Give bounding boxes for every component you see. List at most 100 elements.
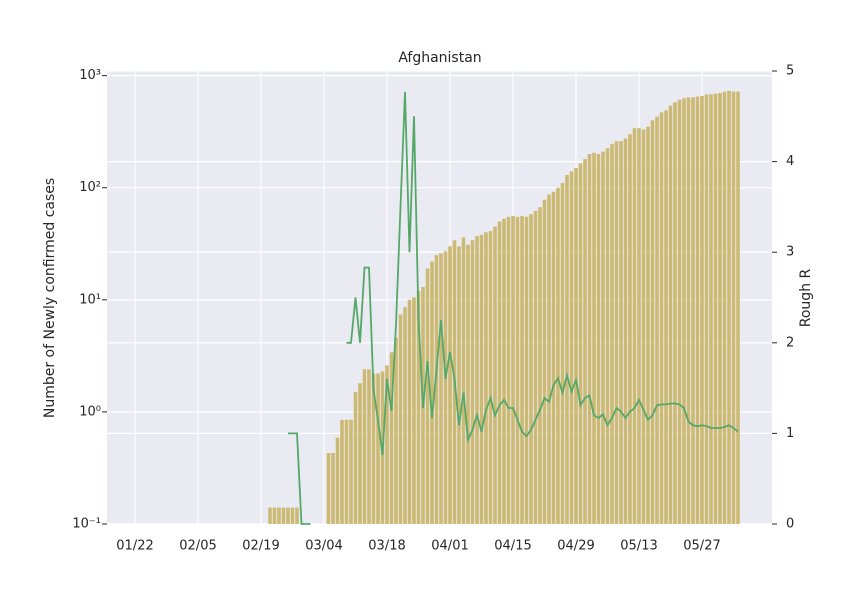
bar: [349, 419, 353, 524]
bar: [376, 373, 380, 524]
bar: [484, 232, 488, 524]
x-tick-label: 03/04: [305, 539, 342, 554]
bar: [515, 216, 520, 524]
bar: [736, 91, 740, 524]
y2-tick-label: 1: [786, 426, 794, 441]
x-tick-label: 02/19: [242, 539, 279, 554]
bar: [416, 290, 421, 524]
bar: [574, 167, 578, 524]
bar: [268, 507, 272, 524]
bar: [524, 216, 529, 524]
bar: [335, 437, 340, 524]
x-tick-label: 04/29: [557, 539, 594, 554]
bar: [295, 507, 299, 524]
bar: [542, 199, 547, 525]
y-tick-label: 10¹: [79, 292, 101, 307]
bar: [277, 507, 281, 524]
bar: [389, 352, 394, 524]
y-tick-label: 10³: [79, 68, 101, 83]
bar: [533, 211, 538, 524]
bar: [704, 94, 709, 525]
x-tick-label: 04/15: [494, 539, 531, 554]
bar: [412, 297, 416, 524]
bar: [398, 314, 403, 524]
bar: [677, 99, 682, 525]
y-tick-label: 10⁰: [79, 404, 101, 419]
bar: [569, 171, 574, 524]
bar: [331, 452, 335, 524]
bar: [551, 191, 556, 524]
y2-tick-label: 4: [786, 154, 794, 169]
bar: [371, 373, 376, 524]
bar: [425, 268, 430, 524]
bar: [659, 112, 664, 524]
bar: [344, 419, 349, 524]
y2-tick-label: 3: [786, 245, 794, 260]
bar: [722, 91, 727, 524]
bar: [583, 159, 587, 524]
bar: [439, 253, 443, 524]
bar: [286, 507, 290, 524]
chart-title: Afghanistan: [398, 50, 481, 66]
bar: [668, 105, 673, 524]
bar: [587, 153, 592, 524]
bar: [637, 128, 641, 525]
bar: [340, 419, 344, 524]
bar: [619, 141, 623, 524]
bar: [448, 246, 452, 524]
bar: [407, 299, 412, 524]
y2-tick-label: 2: [786, 335, 794, 350]
x-tick-label: 04/01: [431, 539, 468, 554]
x-tick-label: 01/22: [116, 539, 153, 554]
bar: [731, 91, 736, 524]
bar: [502, 218, 506, 524]
bar: [511, 215, 515, 525]
bar: [488, 231, 493, 524]
x-tick-label: 05/13: [620, 539, 657, 554]
y-tick-label: 10²: [79, 180, 101, 195]
bar: [596, 153, 601, 524]
bar: [457, 246, 461, 524]
bar: [430, 261, 434, 524]
bar: [695, 96, 700, 525]
bar: [632, 128, 637, 525]
bar: [385, 365, 389, 524]
bar: [547, 194, 551, 524]
bar: [497, 221, 502, 524]
bar: [272, 507, 277, 524]
bar: [686, 97, 691, 524]
bar: [538, 207, 542, 524]
bar: [475, 236, 479, 525]
bar: [281, 507, 286, 524]
bar: [290, 507, 295, 524]
bar: [605, 148, 610, 525]
bar: [434, 255, 439, 525]
bar: [466, 244, 470, 524]
bar: [493, 226, 497, 525]
bar: [358, 383, 362, 524]
bar: [682, 98, 686, 524]
bar: [367, 369, 371, 524]
marks: [268, 90, 740, 525]
bar: [673, 102, 677, 525]
bar: [592, 152, 596, 524]
line: [288, 432, 311, 525]
y-axis-label: Number of Newly confirmed cases: [42, 178, 58, 418]
y-tick-label: 10⁻¹: [72, 517, 101, 532]
bar: [727, 90, 731, 524]
bar: [641, 129, 646, 525]
bar: [403, 307, 407, 524]
bar: [614, 141, 619, 524]
bar: [529, 214, 533, 524]
x-tick-label: 05/27: [683, 539, 720, 554]
bar: [565, 174, 569, 524]
bar: [326, 452, 331, 524]
bar: [470, 240, 475, 524]
bar: [623, 138, 628, 524]
bar: [610, 144, 614, 524]
x-tick-label: 02/05: [179, 539, 216, 554]
bar: [713, 93, 718, 524]
bar: [362, 369, 367, 524]
bar: [556, 187, 560, 524]
y2-tick-label: 5: [786, 64, 794, 79]
